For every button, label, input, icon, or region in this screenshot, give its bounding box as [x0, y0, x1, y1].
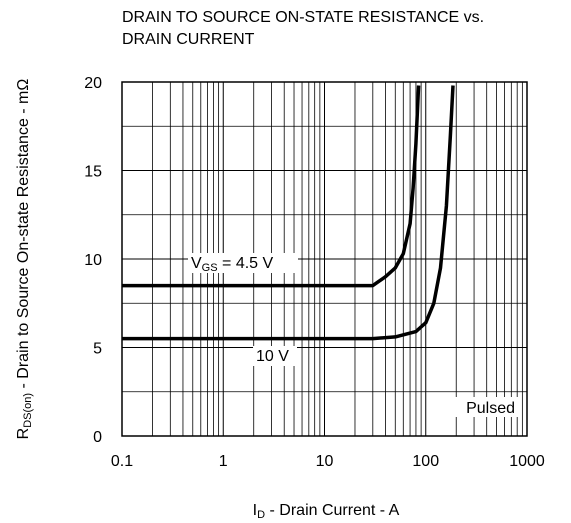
y-axis-label-part: R — [15, 428, 32, 440]
y-axis-label-part: DS(on) — [22, 393, 34, 428]
series-label: 10 V — [256, 348, 289, 365]
x-tick-label: 0.1 — [111, 453, 133, 470]
series-label-part: V — [191, 255, 202, 272]
series-line — [122, 85, 455, 341]
x-tick-label: 1 — [219, 453, 228, 470]
label-bg — [450, 397, 520, 417]
series-label-part: = 4.5 V — [218, 255, 274, 272]
y-tick-label: 20 — [84, 75, 102, 92]
y-tick-label: 10 — [84, 252, 102, 269]
y-tick-label: 0 — [93, 429, 102, 446]
x-tick-label: 1000 — [509, 453, 545, 470]
series-label: VGS = 4.5 V — [191, 255, 274, 274]
y-tick-label: 15 — [84, 164, 102, 181]
plot-frame — [121, 81, 528, 437]
series-line — [122, 85, 421, 288]
y-axis-label: RDS(on) - Drain to Source On-state Resis… — [15, 79, 34, 440]
series-label-part: GS — [202, 262, 218, 274]
annotation: Pulsed — [466, 400, 515, 417]
label-bg — [253, 346, 297, 366]
x-axis-label-part: I — [253, 502, 257, 519]
series-label-part: 10 V — [256, 348, 289, 365]
x-axis-label-part: - Drain Current - A — [265, 502, 400, 519]
x-tick-label: 10 — [316, 453, 334, 470]
x-axis-label: ID - Drain Current - A — [253, 502, 400, 521]
chart-title: DRAIN TO SOURCE ON-STATE RESISTANCE vs. — [122, 9, 484, 26]
y-tick-label: 5 — [93, 341, 102, 358]
y-axis-label-part: - Drain to Source On-state Resistance - … — [15, 79, 32, 393]
chart-title: DRAIN CURRENT — [122, 31, 255, 48]
x-tick-label: 100 — [412, 453, 439, 470]
x-axis-label-part: D — [257, 509, 265, 521]
label-bg — [188, 253, 298, 273]
